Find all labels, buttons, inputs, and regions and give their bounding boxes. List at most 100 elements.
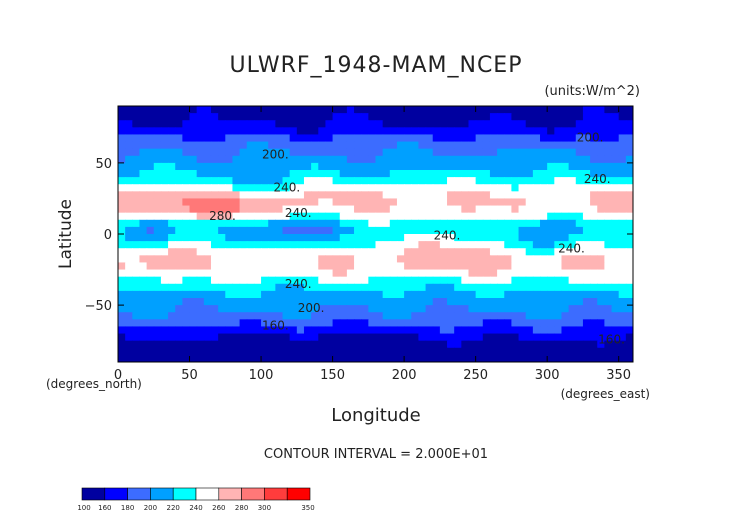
field-cell <box>296 319 305 328</box>
field-cell <box>318 212 327 221</box>
field-cell <box>454 262 462 271</box>
field-cell <box>210 312 219 320</box>
field-cell <box>175 177 183 185</box>
field-cell <box>489 326 498 335</box>
field-cell <box>203 155 212 164</box>
field-cell <box>497 198 505 207</box>
field-cell <box>454 340 462 349</box>
field-cell <box>160 354 169 362</box>
field-cell <box>239 170 248 178</box>
field-cell <box>160 162 169 171</box>
field-cell <box>475 226 484 235</box>
field-cell <box>489 347 498 356</box>
field-cell <box>239 141 248 150</box>
field-cell <box>246 248 255 256</box>
field-cell <box>540 347 548 356</box>
colorbar-level-label: 100 <box>77 504 90 512</box>
field-cell <box>582 226 591 235</box>
field-cell <box>196 312 205 320</box>
field-cell <box>361 148 369 157</box>
field-cell <box>411 226 420 235</box>
field-cell <box>296 205 305 214</box>
field-cell <box>618 113 627 121</box>
plot-area: 200.200.240.240.280. 240.240.240.240.200.… <box>117 105 634 363</box>
field-cell <box>568 255 577 264</box>
field-cell <box>132 347 141 356</box>
field-cell <box>275 234 284 242</box>
field-cell <box>146 234 155 242</box>
field-cell <box>354 162 362 171</box>
field-cell <box>146 120 155 128</box>
field-cell <box>468 333 477 342</box>
field-cell <box>325 248 334 256</box>
field-cell <box>332 226 341 235</box>
field-cell <box>246 298 255 306</box>
field-cell <box>368 134 377 143</box>
field-cell <box>511 113 520 121</box>
field-cell <box>325 298 334 306</box>
field-cell <box>346 340 355 349</box>
field-cell <box>568 113 577 121</box>
field-cell <box>361 333 369 342</box>
field-cell <box>268 333 276 342</box>
field-cell <box>296 162 305 171</box>
field-cell <box>196 298 205 306</box>
field-cell <box>447 305 455 313</box>
field-cell <box>461 141 470 150</box>
field-cell <box>239 134 248 143</box>
field-cell <box>346 319 355 328</box>
field-cell <box>439 241 448 249</box>
field-cell <box>561 312 570 320</box>
field-cell <box>475 305 484 313</box>
field-cell <box>454 219 462 228</box>
field-cell <box>246 354 255 362</box>
field-cell <box>439 212 448 221</box>
field-cell <box>268 241 276 249</box>
field-cell <box>303 162 312 171</box>
field-cell <box>282 298 291 306</box>
field-cell <box>489 255 498 264</box>
field-cell <box>268 269 276 278</box>
field-cell <box>389 298 398 306</box>
field-cell <box>582 191 591 200</box>
field-cell <box>325 347 334 356</box>
field-cell <box>540 340 548 349</box>
field-cell <box>225 326 234 335</box>
field-cell <box>332 326 341 335</box>
field-cell <box>168 141 176 150</box>
field-cell <box>396 205 405 214</box>
field-cell <box>618 290 627 299</box>
field-cell <box>489 283 498 292</box>
field-cell <box>311 113 319 121</box>
field-cell <box>282 219 291 228</box>
field-cell <box>282 283 291 292</box>
field-cell <box>618 298 627 306</box>
field-cell <box>210 241 219 249</box>
field-cell <box>475 113 484 121</box>
field-cell <box>504 248 513 256</box>
field-cell <box>454 127 462 136</box>
field-cell <box>447 333 455 342</box>
field-cell <box>411 319 420 328</box>
field-cell <box>296 141 305 150</box>
field-cell <box>361 347 369 356</box>
field-cell <box>532 191 541 200</box>
field-cell <box>239 120 248 128</box>
field-cell <box>568 333 577 342</box>
field-cell <box>511 162 520 171</box>
field-cell <box>182 134 191 143</box>
field-cell <box>497 312 505 320</box>
field-cell <box>382 184 391 192</box>
field-cell <box>268 262 276 271</box>
field-cell <box>504 120 513 128</box>
field-cell <box>354 255 362 264</box>
field-cell <box>382 255 391 264</box>
field-cell <box>346 113 355 121</box>
field-cell <box>454 319 462 328</box>
field-cell <box>253 212 262 221</box>
field-cell <box>296 120 305 128</box>
field-cell <box>461 354 470 362</box>
field-cell <box>604 170 613 178</box>
field-cell <box>346 212 355 221</box>
field-cell <box>182 106 191 114</box>
